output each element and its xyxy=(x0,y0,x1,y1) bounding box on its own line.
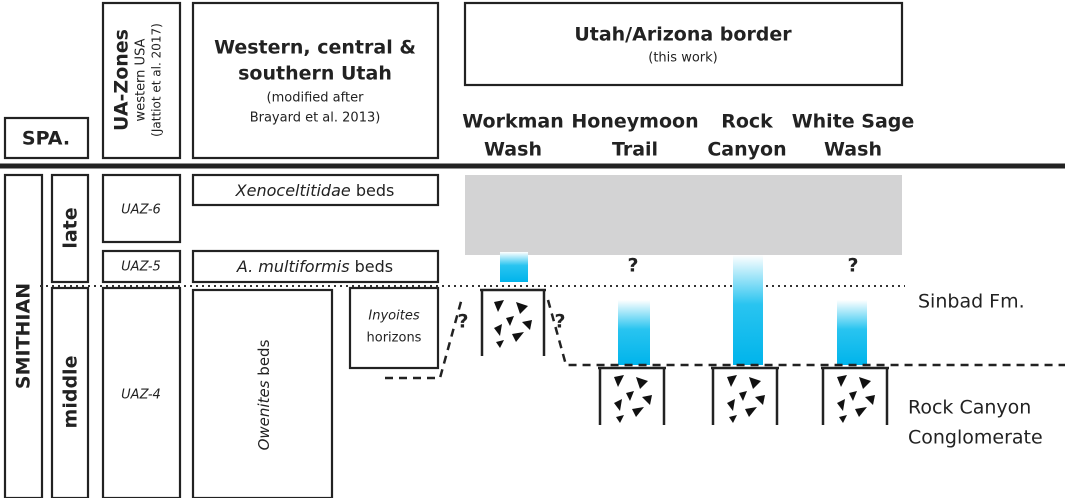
gray-interval xyxy=(465,175,902,255)
section-name: Rock xyxy=(721,111,773,133)
range-bar xyxy=(618,300,650,365)
clasts xyxy=(837,375,875,423)
stratigraphy-diagram: SPA. UA-Zones western USA (Jattiot et al… xyxy=(0,0,1065,498)
formation-label: Conglomerate xyxy=(908,427,1043,449)
bed-suffix: horizons xyxy=(367,331,422,346)
conglomerate-column xyxy=(821,368,889,425)
conglomerate-column xyxy=(598,368,666,425)
ua-zones-region: western USA xyxy=(134,38,149,121)
bed-suffix: beds xyxy=(356,181,395,200)
bed-taxon: Xenoceltitidae xyxy=(235,181,351,200)
substage-label: middle xyxy=(60,356,82,429)
ua-zones-title: UA-Zones xyxy=(111,29,133,131)
section-name: Canyon xyxy=(707,139,786,161)
substage-label: late xyxy=(60,207,82,248)
utah-title: southern Utah xyxy=(238,63,392,85)
range-bar xyxy=(733,255,763,365)
spa-label: SPA. xyxy=(22,128,70,150)
conglomerate-column xyxy=(711,368,779,425)
conglomerate-column xyxy=(480,290,546,356)
formation-label: Sinbad Fm. xyxy=(918,291,1025,313)
ua-zones-text: UA-Zones western USA (Jattiot et al. 201… xyxy=(111,23,164,137)
utah-note: Brayard et al. 2013) xyxy=(250,111,381,126)
utah-note: (modified after xyxy=(267,91,365,106)
range-bar xyxy=(837,300,867,365)
question-mark: ? xyxy=(847,255,858,277)
zone-label: UAZ-6 xyxy=(121,203,161,218)
zone-label: UAZ-4 xyxy=(121,388,161,403)
bed-suffix: beds xyxy=(355,257,394,276)
bed-taxon: Inyoites xyxy=(368,309,419,324)
column-outline xyxy=(598,368,666,425)
ua-zones-source: (Jattiot et al. 2017) xyxy=(150,23,164,137)
clasts xyxy=(727,375,765,423)
bed-taxon: A. multiformis xyxy=(236,257,350,276)
bed-taxon: Owenites xyxy=(255,380,273,450)
range-bar xyxy=(500,252,528,282)
border-title: Utah/Arizona border xyxy=(574,24,792,46)
section-name: Wash xyxy=(824,139,882,161)
zone-label: UAZ-5 xyxy=(121,260,161,275)
column-outline xyxy=(711,368,779,425)
section-name: Trail xyxy=(612,139,658,161)
question-mark: ? xyxy=(627,255,638,277)
stage-label: SMITHIAN xyxy=(13,283,35,389)
question-mark: ? xyxy=(457,311,468,333)
clasts xyxy=(494,300,532,348)
utah-title: Western, central & xyxy=(214,37,416,59)
border-note: (this work) xyxy=(648,51,717,66)
section-name: Workman xyxy=(462,111,564,133)
clasts xyxy=(614,375,652,423)
bed-label: Owenites beds xyxy=(255,339,273,450)
column-outline xyxy=(821,368,889,425)
bed-box xyxy=(350,288,438,368)
section-name: Wash xyxy=(484,139,542,161)
section-name: White Sage xyxy=(792,111,915,133)
bed-label: A. multiformis beds xyxy=(236,257,393,276)
section-name: Honeymoon xyxy=(571,111,698,133)
formation-label: Rock Canyon xyxy=(908,397,1031,419)
column-outline xyxy=(480,290,546,356)
bed-suffix: beds xyxy=(255,339,273,375)
bed-label: Xenoceltitidae beds xyxy=(235,181,395,200)
